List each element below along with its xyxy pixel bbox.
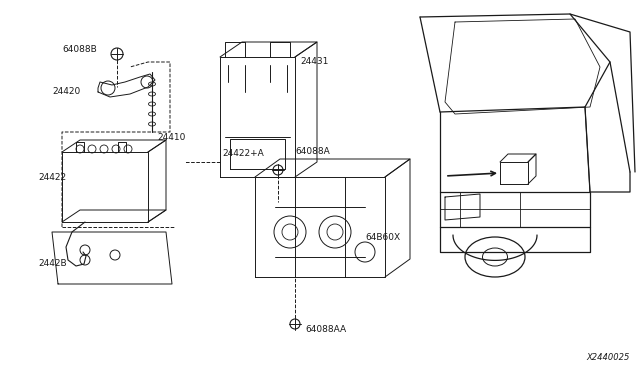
Text: 64B60X: 64B60X	[365, 232, 400, 241]
Text: 24410: 24410	[157, 132, 186, 141]
Text: 64088AA: 64088AA	[305, 326, 346, 334]
Text: 2442B: 2442B	[38, 260, 67, 269]
Text: 64088A: 64088A	[295, 148, 330, 157]
Text: X2440025: X2440025	[587, 353, 630, 362]
Text: 24431: 24431	[300, 58, 328, 67]
Text: 24420: 24420	[52, 87, 80, 96]
Text: 64088B: 64088B	[62, 45, 97, 55]
Text: 24422: 24422	[38, 173, 66, 182]
Text: 24422+A: 24422+A	[222, 150, 264, 158]
